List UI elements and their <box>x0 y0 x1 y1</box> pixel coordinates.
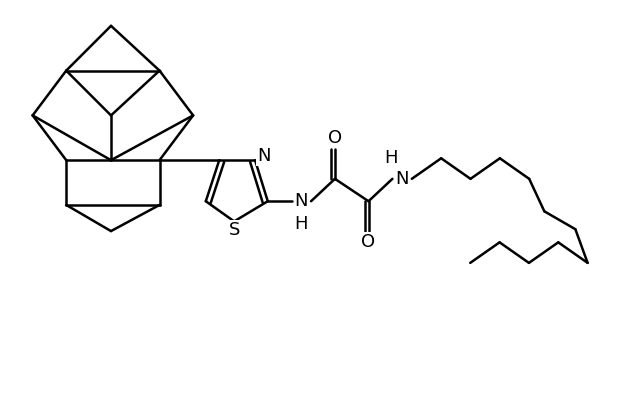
Text: H: H <box>384 149 397 167</box>
Text: N: N <box>396 170 409 188</box>
Text: H: H <box>294 214 308 233</box>
Text: N: N <box>257 147 271 166</box>
Text: S: S <box>228 221 240 239</box>
Text: O: O <box>328 129 342 147</box>
Text: O: O <box>362 233 376 251</box>
Text: N: N <box>294 192 308 210</box>
